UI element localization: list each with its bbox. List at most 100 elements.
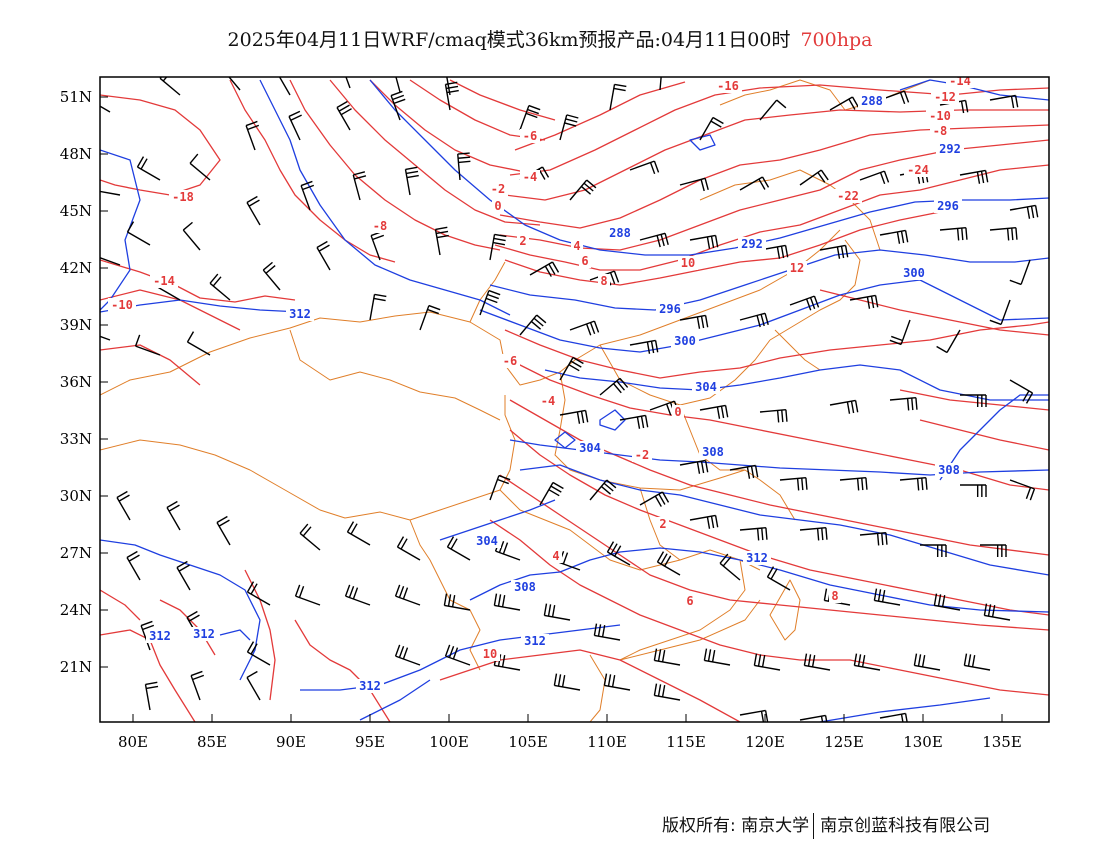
wind-barb: [653, 648, 681, 666]
svg-text:-4: -4: [523, 170, 537, 184]
svg-text:296: 296: [937, 199, 959, 213]
wind-barb: [100, 335, 111, 341]
geopotential-contour: [544, 364, 1049, 401]
lon-tick-label: 130E: [903, 733, 943, 751]
temperature-label: 4: [571, 239, 583, 253]
wind-barb: [609, 83, 627, 111]
map-title: 2025年04月11日WRF/cmaq模式36km预报产品:04月11日00时 7…: [0, 25, 1100, 52]
temperature-label: 12: [787, 261, 807, 275]
wind-barb: [799, 527, 828, 541]
geopotential-contour: [359, 679, 431, 721]
temperature-label: -2: [488, 182, 508, 196]
temperature-contour: [504, 211, 941, 286]
temperature-label: 8: [598, 274, 610, 288]
wind-barb: [246, 195, 261, 226]
svg-text:2: 2: [659, 517, 666, 531]
lat-tick-label: 30N: [60, 487, 92, 505]
wind-barb: [344, 584, 371, 606]
wind-barb: [829, 399, 859, 414]
lat-tick-label: 48N: [60, 145, 92, 163]
svg-text:292: 292: [939, 142, 961, 156]
lat-tick-label: 42N: [60, 259, 92, 277]
temperature-contour: [100, 629, 196, 722]
geopotential-contour: [689, 134, 716, 151]
temperature-contour: [509, 84, 1049, 176]
svg-text:300: 300: [903, 266, 925, 280]
temperature-contour: [100, 94, 221, 196]
wind-barb: [246, 641, 271, 666]
temperature-contour: [919, 419, 1049, 451]
wind-barb: [959, 169, 989, 184]
geopotential-label: 312: [146, 629, 174, 643]
wind-barb: [443, 593, 471, 611]
wind-barb: [288, 110, 302, 141]
geopotential-contour: [100, 539, 261, 681]
wind-barb: [1009, 204, 1039, 219]
wind-barb: [294, 584, 321, 606]
svg-text:-8: -8: [373, 219, 387, 233]
wind-barb: [457, 152, 471, 181]
temperature-contour: [514, 81, 686, 151]
wind-barb: [446, 77, 451, 96]
wind-barb: [739, 176, 770, 191]
wind-barb: [739, 312, 769, 328]
wind-barb: [404, 166, 419, 196]
svg-text:-18: -18: [172, 190, 194, 204]
temperature-contour: [504, 109, 1049, 201]
temperature-contour: [819, 289, 1049, 336]
temperature-label: 2: [517, 234, 529, 248]
wind-barb: [889, 319, 911, 346]
wind-barb: [639, 491, 670, 507]
wind-barb: [166, 500, 181, 531]
lon-tick-label: 80E: [118, 733, 148, 751]
wind-barb: [983, 603, 1011, 621]
temperature-contour: [100, 259, 296, 303]
lon-tick-label: 85E: [197, 733, 227, 751]
wind-barb: [789, 295, 820, 311]
geopotential-label: 312: [356, 679, 384, 693]
wind-barb: [519, 104, 541, 131]
temperature-contours: [100, 79, 1049, 722]
geopotential-contour: [259, 79, 511, 316]
svg-text:296: 296: [659, 302, 681, 316]
temperature-label: 0: [492, 199, 504, 213]
wind-barb: [493, 593, 521, 611]
footer-separator: [813, 813, 815, 839]
svg-text:312: 312: [524, 634, 546, 648]
temperature-contour: [509, 399, 1049, 556]
geopotential-label: 312: [521, 634, 549, 648]
boundary-line: [769, 239, 861, 341]
temperature-label: -8: [930, 124, 950, 138]
wind-barb: [116, 490, 131, 521]
geopotential-label: 288: [606, 226, 634, 240]
svg-text:0: 0: [494, 199, 501, 213]
temperature-label: 8: [829, 589, 841, 603]
geopotential-contour: [554, 431, 576, 449]
wind-barb: [182, 221, 201, 251]
wind-barb: [352, 171, 367, 201]
lat-tick-label: 33N: [60, 430, 92, 448]
wind-barb: [246, 581, 271, 606]
wind-barb: [126, 550, 141, 581]
lon-tick-label: 100E: [429, 733, 469, 751]
wind-barb: [699, 404, 729, 419]
wind-barb: [345, 77, 351, 89]
wind-barb: [629, 160, 660, 175]
wind-barb: [300, 180, 315, 211]
boundary-lines: [100, 79, 931, 722]
wind-barb: [679, 314, 709, 329]
temperature-label: -6: [500, 354, 520, 368]
lon-tick-label: 125E: [824, 733, 864, 751]
geopotential-contour: [599, 409, 626, 431]
wind-barb: [186, 331, 211, 356]
geopotential-label: 312: [286, 307, 314, 321]
wind-barb: [100, 244, 121, 266]
wind-barb: [960, 484, 987, 497]
svg-text:-6: -6: [503, 354, 517, 368]
wind-barb: [980, 544, 1007, 557]
wind-barb: [639, 232, 669, 248]
lon-tick-label: 95E: [355, 733, 385, 751]
wind-barb: [190, 670, 205, 701]
svg-text:-10: -10: [929, 109, 951, 123]
